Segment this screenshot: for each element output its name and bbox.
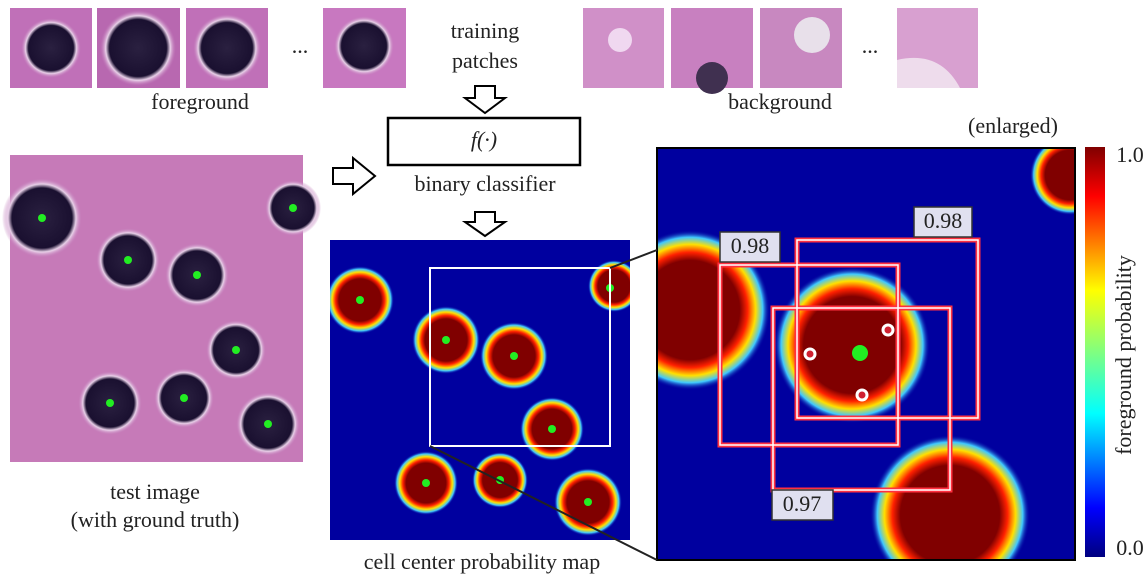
training-label: patches [452, 48, 518, 73]
ellipsis: ... [862, 33, 879, 58]
colorbar [1085, 147, 1105, 557]
colorbar-bottom: 0.0 [1116, 535, 1144, 560]
probability-map [326, 240, 640, 540]
map-caption: cell center probability map [364, 549, 600, 574]
background-label: background [728, 89, 832, 114]
score-label: 0.98 [731, 233, 770, 258]
enlarged-map [610, 135, 1110, 578]
colorbar-top: 1.0 [1116, 142, 1144, 167]
training-label: training [451, 18, 519, 43]
classifier-label: binary classifier [414, 171, 556, 196]
foreground-label: foreground [151, 89, 249, 114]
test-image-label: test image [110, 479, 200, 504]
score-label: 0.98 [924, 208, 963, 233]
classifier-function: f(·) [471, 127, 497, 152]
test-image-label: (with ground truth) [71, 507, 240, 532]
foreground-patches [10, 8, 406, 88]
colorbar-label: foreground probability [1111, 255, 1136, 455]
figure: ... foreground ... background training p… [0, 0, 1145, 578]
test-image [2, 155, 321, 462]
background-patches [583, 8, 978, 94]
ellipsis: ... [292, 33, 309, 58]
score-label: 0.97 [783, 491, 822, 516]
enlarged-label: (enlarged) [968, 113, 1058, 138]
